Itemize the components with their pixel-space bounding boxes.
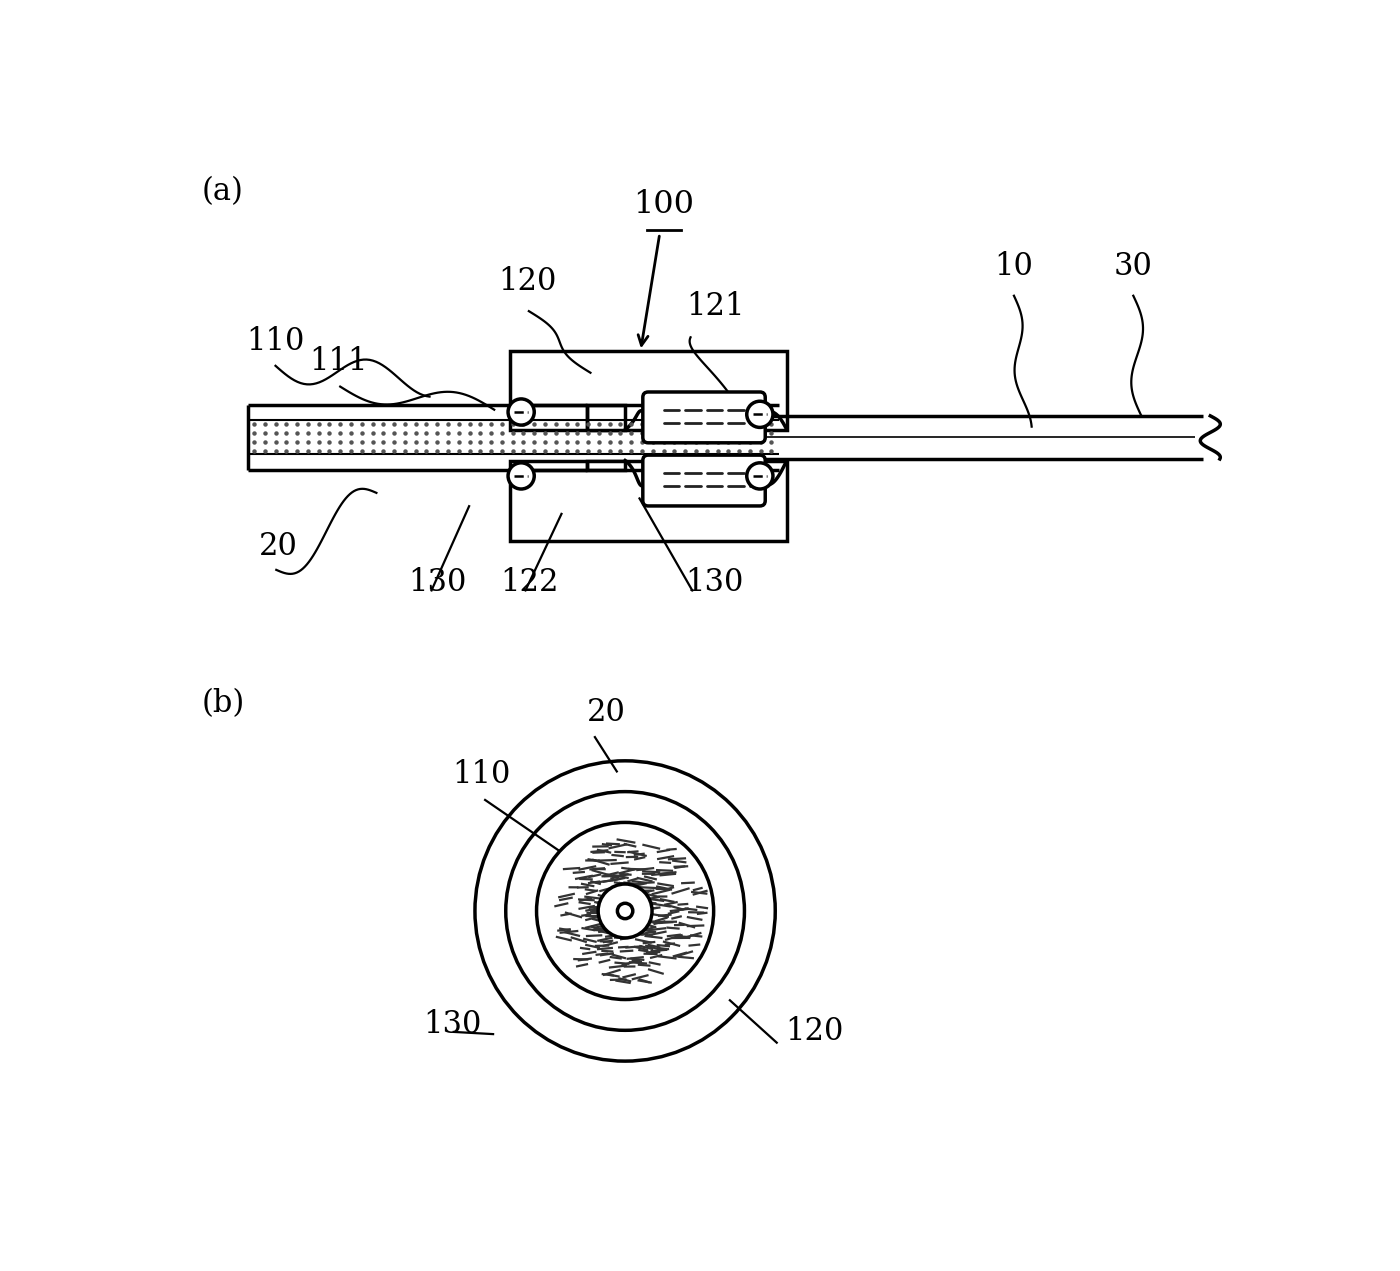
FancyBboxPatch shape: [643, 455, 766, 506]
Circle shape: [617, 904, 633, 919]
Bar: [587, 460, 624, 470]
Text: 111: 111: [309, 347, 368, 377]
Text: 110: 110: [452, 759, 510, 791]
Text: 121: 121: [687, 291, 745, 322]
Circle shape: [505, 792, 745, 1031]
Circle shape: [508, 399, 535, 425]
Text: 20: 20: [259, 531, 298, 562]
Bar: [587, 405, 624, 430]
Circle shape: [746, 402, 773, 427]
Text: 130: 130: [685, 567, 743, 597]
Text: (a): (a): [202, 175, 244, 207]
Circle shape: [475, 761, 776, 1061]
Text: 100: 100: [633, 189, 694, 220]
Text: 30: 30: [1114, 250, 1152, 282]
Circle shape: [508, 463, 535, 489]
Text: 120: 120: [498, 267, 556, 297]
Text: 10: 10: [994, 250, 1033, 282]
Text: 20: 20: [587, 698, 626, 728]
FancyBboxPatch shape: [643, 391, 766, 442]
Bar: [510, 351, 787, 430]
Bar: [510, 460, 787, 541]
Text: 130: 130: [407, 567, 466, 597]
Text: 110: 110: [246, 325, 305, 357]
Circle shape: [598, 885, 652, 938]
Circle shape: [536, 822, 714, 999]
Circle shape: [746, 463, 773, 489]
Text: 122: 122: [500, 567, 559, 597]
Text: 130: 130: [423, 1009, 482, 1040]
Text: 120: 120: [785, 1017, 844, 1047]
Text: (b): (b): [202, 688, 245, 718]
